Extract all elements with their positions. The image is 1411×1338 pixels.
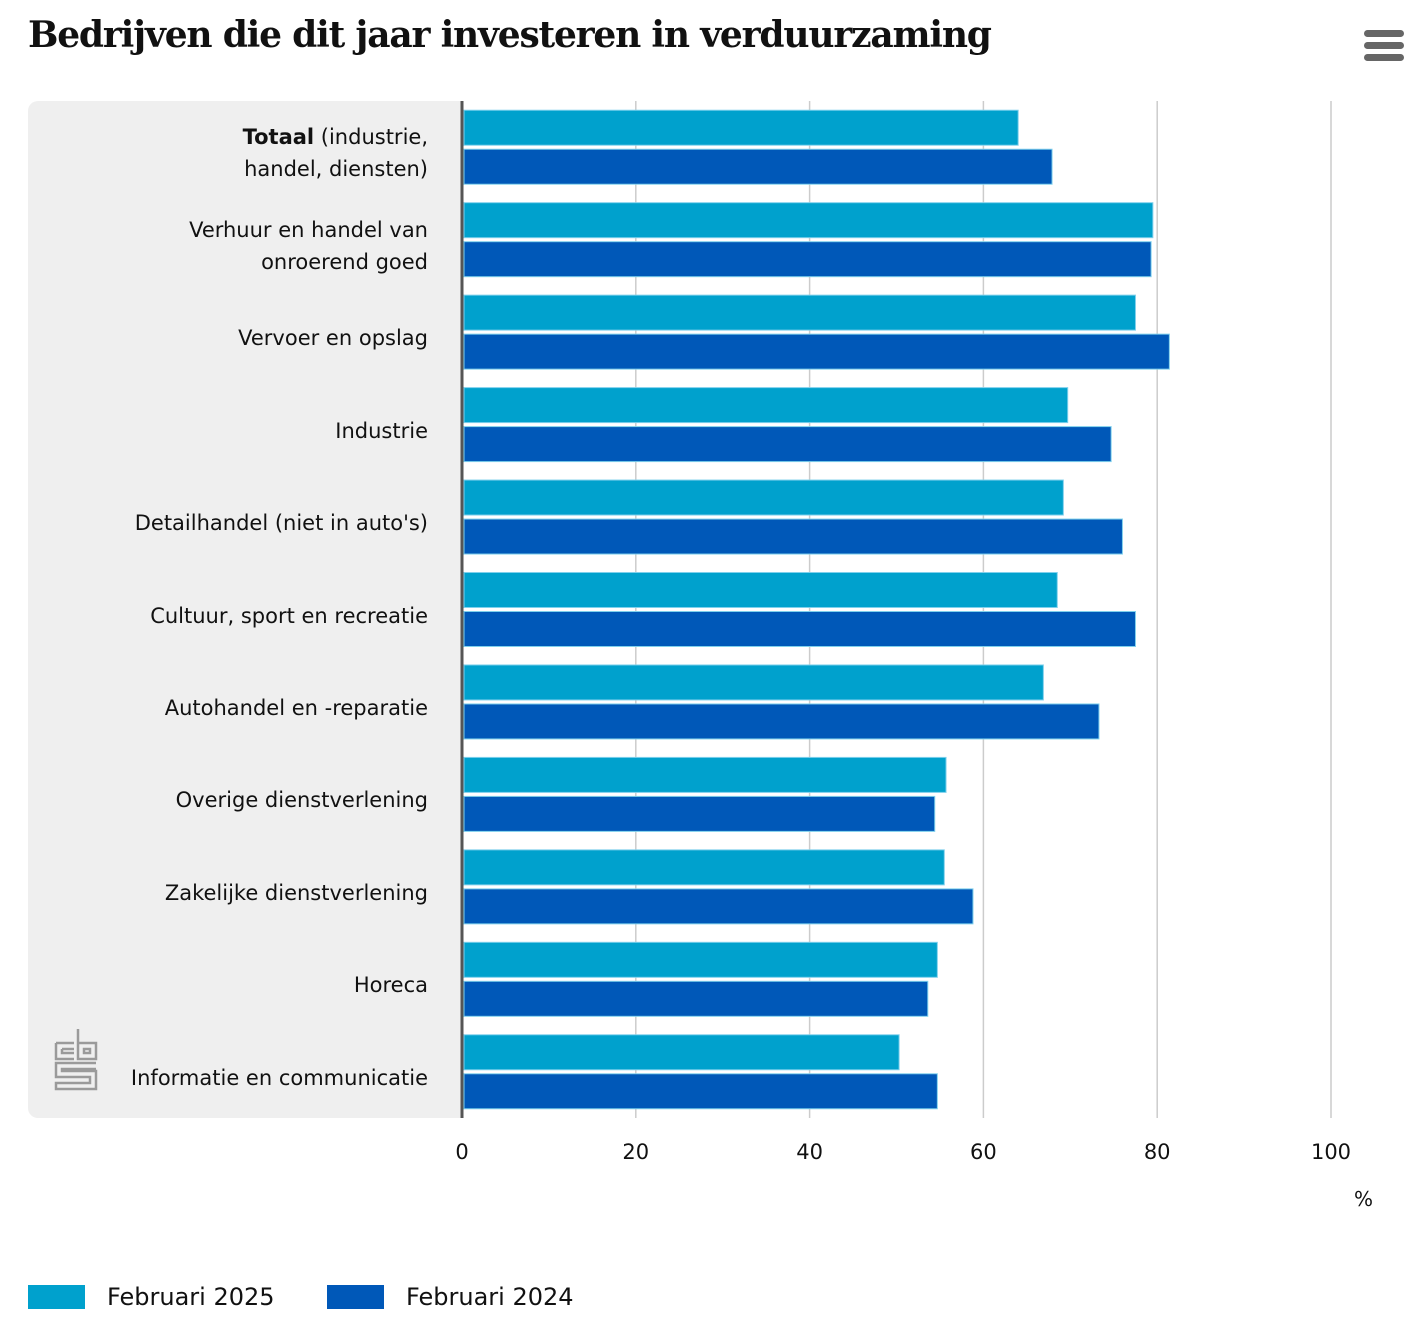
bar-feb-2024[interactable] — [463, 518, 1123, 555]
hamburger-menu-icon — [1364, 30, 1404, 37]
category-label-bold: Totaal — [242, 125, 315, 150]
category-label: Totaal (industrie, handel, diensten) — [243, 121, 428, 185]
category-label-panel — [28, 101, 462, 1118]
category-label-text: Verhuur en handel van onroerend goed — [189, 217, 428, 274]
x-axis-unit-label: % — [1354, 1187, 1374, 1211]
hamburger-menu-icon-bar — [1364, 54, 1404, 61]
bar-feb-2025[interactable] — [463, 202, 1154, 239]
legend-label: Februari 2025 — [107, 1283, 275, 1311]
category-label-text: Autohandel en -reparatie — [164, 695, 428, 720]
bar-feb-2024[interactable] — [463, 611, 1136, 647]
category-label: Industrie — [335, 415, 428, 447]
category-label: Autohandel en -reparatie — [165, 692, 428, 724]
bar-feb-2024[interactable] — [463, 980, 929, 1017]
category-label: Horeca — [354, 969, 428, 1001]
category-label-text: Detailhandel (niet in auto's) — [134, 511, 428, 536]
bar-feb-2025[interactable] — [463, 572, 1058, 608]
category-label-text: (industrie, handel, diensten) — [244, 125, 428, 182]
category-label: Informatie en communicatie — [131, 1062, 428, 1094]
x-tick-label: 100 — [1310, 1140, 1352, 1164]
bar-feb-2025[interactable] — [463, 387, 1069, 424]
bar-feb-2024[interactable] — [463, 241, 1152, 278]
x-tick-label: 20 — [622, 1140, 650, 1164]
legend-item-februari-2024[interactable]: Februari 2024 — [327, 1282, 574, 1312]
category-label-text: Informatie en communicatie — [130, 1065, 428, 1090]
bar-feb-2025[interactable] — [463, 941, 938, 978]
x-tick-label: 40 — [796, 1140, 823, 1164]
bar-feb-2025[interactable] — [463, 756, 947, 793]
bar-feb-2025[interactable] — [463, 294, 1136, 331]
x-tick-label: 60 — [970, 1140, 997, 1164]
category-label-text: Overige dienstverlening — [175, 788, 428, 813]
legend-swatch — [28, 1285, 85, 1309]
bar-feb-2024[interactable] — [463, 795, 936, 832]
bar-feb-2024[interactable] — [463, 426, 1112, 463]
category-label: Zakelijke dienstverlening — [165, 877, 428, 909]
category-label: Vervoer en opslag — [238, 322, 428, 354]
hamburger-menu-icon-bar — [1364, 42, 1404, 49]
chart-title: Bedrijven die dit jaar investeren in ver… — [28, 14, 992, 56]
category-label: Verhuur en handel van onroerend goed — [189, 214, 428, 278]
bar-feb-2025[interactable] — [463, 664, 1044, 701]
bar-feb-2024[interactable] — [463, 333, 1170, 370]
legend-swatch — [327, 1285, 384, 1309]
chart-menu-button[interactable] — [1364, 30, 1404, 62]
category-label: Detailhandel (niet in auto's) — [135, 507, 428, 539]
cbs-logo-icon — [54, 1029, 98, 1091]
category-label-text: Zakelijke dienstverlening — [164, 880, 428, 905]
x-tick-label: 0 — [455, 1140, 469, 1164]
category-label-text: Cultuur, sport en recreatie — [150, 603, 428, 628]
category-label: Cultuur, sport en recreatie — [150, 600, 428, 632]
bar-feb-2025[interactable] — [463, 479, 1064, 516]
bar-feb-2025[interactable] — [463, 849, 945, 886]
bar-feb-2024[interactable] — [463, 1073, 938, 1110]
legend-item-februari-2025[interactable]: Februari 2025 — [28, 1282, 275, 1312]
x-tick-label: 80 — [1143, 1140, 1171, 1164]
bar-feb-2024[interactable] — [463, 888, 974, 925]
category-label: Overige dienstverlening — [176, 784, 428, 816]
category-label-text: Horeca — [353, 973, 428, 998]
legend-label: Februari 2024 — [406, 1283, 574, 1311]
bar-feb-2025[interactable] — [463, 1034, 900, 1071]
category-label-text: Vervoer en opslag — [238, 326, 428, 351]
bar-feb-2025[interactable] — [463, 109, 1019, 146]
category-label-text: Industrie — [335, 418, 428, 443]
bar-feb-2024[interactable] — [463, 703, 1100, 740]
bar-feb-2024[interactable] — [463, 148, 1053, 185]
